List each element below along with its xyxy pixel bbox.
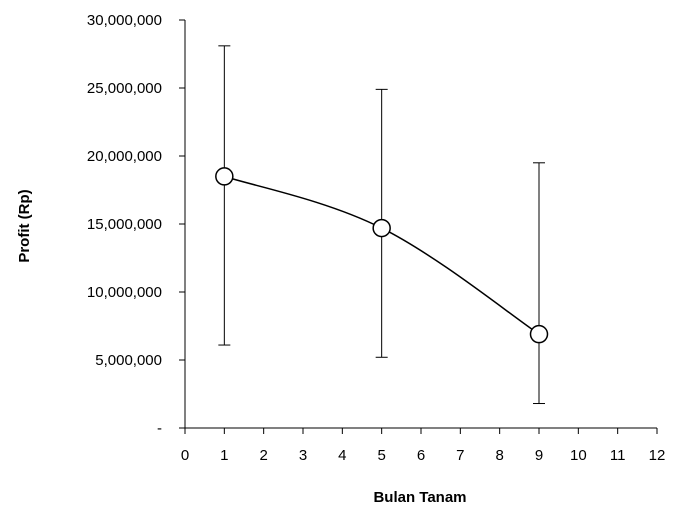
y-tick-label: 15,000,000 bbox=[87, 216, 162, 233]
x-tick-label: 11 bbox=[610, 447, 626, 464]
x-axis-title: Bulan Tanam bbox=[373, 489, 466, 506]
x-tick-label: 7 bbox=[456, 447, 464, 464]
axes: - 5,000,000 10,000,000 15,000,000 20,000,000… bbox=[87, 12, 665, 464]
series-layer bbox=[215, 45, 549, 405]
x-tick-label: 3 bbox=[299, 447, 307, 464]
y-tick-label: - bbox=[157, 420, 162, 437]
x-tick-label: 5 bbox=[377, 447, 385, 464]
y-tick-label: 20,000,000 bbox=[87, 148, 162, 165]
x-tick-label: 9 bbox=[535, 447, 543, 464]
y-tick-label: 5,000,000 bbox=[95, 352, 162, 369]
y-tick-label: 25,000,000 bbox=[87, 80, 162, 97]
y-tick-label: 30,000,000 bbox=[87, 12, 162, 29]
data-point bbox=[372, 218, 391, 238]
x-tick-label: 2 bbox=[259, 447, 267, 464]
x-tick-label: 10 bbox=[570, 447, 587, 464]
data-point bbox=[215, 167, 234, 186]
x-tick-label: 8 bbox=[495, 447, 503, 464]
x-tick-label: 4 bbox=[338, 447, 346, 464]
y-axis-title: Profit (Rp) bbox=[16, 189, 33, 262]
x-tick-label: 0 bbox=[181, 447, 189, 464]
y-tick-label: 10,000,000 bbox=[87, 284, 162, 301]
data-point bbox=[529, 324, 549, 344]
x-tick-label: 12 bbox=[649, 447, 666, 464]
x-tick-label: 1 bbox=[220, 447, 228, 464]
x-tick-label: 6 bbox=[417, 447, 425, 464]
